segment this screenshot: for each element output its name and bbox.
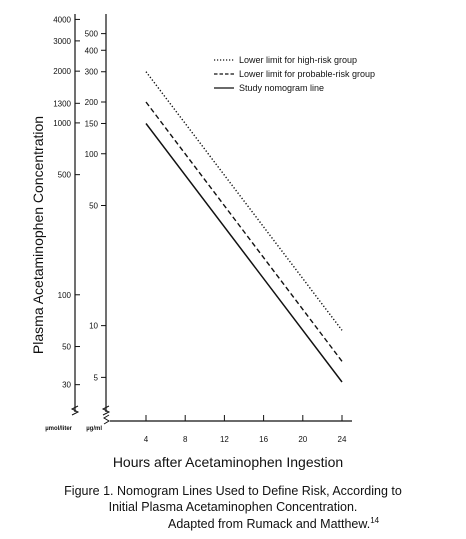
right-tick-label: 10 [89, 322, 98, 331]
legend-label-2: Lower limit for probable-risk group [239, 69, 375, 79]
right-axis-unit: µg/ml [86, 426, 102, 432]
caption-source-text: Adapted from Rumack and Matthew. [168, 517, 371, 532]
x-tick-label: 12 [220, 435, 229, 444]
right-tick-label: 50 [89, 201, 98, 210]
left-tick-label: 4000 [53, 15, 71, 24]
right-tick-label: 400 [85, 46, 99, 55]
x-axis: 4 8 12 16 20 24 [103, 414, 352, 444]
right-tick-label: 100 [85, 150, 99, 159]
series-lines [145, 71, 343, 383]
caption-line-2: Initial Plasma Acetaminophen Concentrati… [108, 500, 358, 514]
left-tick-label: 2000 [53, 67, 71, 76]
left-axis: 4000 3000 2000 1300 1000 500 100 50 30 µmol/liter [45, 14, 80, 432]
x-tick-label: 24 [338, 435, 347, 444]
right-axis-break [101, 405, 111, 416]
left-tick-label: 500 [58, 171, 72, 180]
series-line-1 [145, 71, 343, 331]
left-axis-break [70, 405, 80, 416]
x-tick-label: 20 [298, 435, 307, 444]
caption-reference-number: 14 [370, 516, 380, 525]
left-tick-label: 50 [62, 343, 71, 352]
series-line-3 [145, 123, 343, 383]
right-tick-label: 5 [94, 373, 99, 382]
caption-source: Adapted from Rumack and Matthew.14 [168, 516, 379, 531]
right-tick-label: 300 [85, 68, 99, 77]
left-tick-label: 1300 [53, 99, 71, 108]
legend: Lower limit for high-risk group Lower lim… [214, 55, 375, 93]
series-line-2 [145, 101, 343, 362]
y-axis-title: Plasma Acetaminophen Concentration [30, 116, 46, 354]
x-tick-label: 16 [259, 435, 268, 444]
nomogram-chart: 4000 3000 2000 1300 1000 500 100 50 30 µmol/liter… [30, 14, 375, 470]
left-tick-label: 3000 [53, 37, 71, 46]
x-axis-break [103, 414, 110, 425]
right-tick-label: 500 [85, 30, 99, 39]
x-tick-label: 4 [144, 435, 149, 444]
x-tick-label: 8 [183, 435, 188, 444]
left-tick-label: 30 [62, 381, 71, 390]
right-tick-label: 200 [85, 98, 99, 107]
legend-label-1: Lower limit for high-risk group [239, 55, 357, 65]
left-tick-label: 1000 [53, 119, 71, 128]
x-axis-title: Hours after Acetaminophen Ingestion [113, 454, 343, 470]
right-tick-label: 150 [85, 119, 99, 128]
caption-line-1: Figure 1. Nomogram Lines Used to Define … [64, 484, 402, 498]
left-axis-unit: µmol/liter [45, 426, 72, 432]
legend-label-3: Study nomogram line [239, 83, 324, 93]
left-tick-label: 100 [58, 291, 72, 300]
right-axis: 500 400 300 200 150 100 50 10 5 µg/ml [85, 14, 111, 432]
